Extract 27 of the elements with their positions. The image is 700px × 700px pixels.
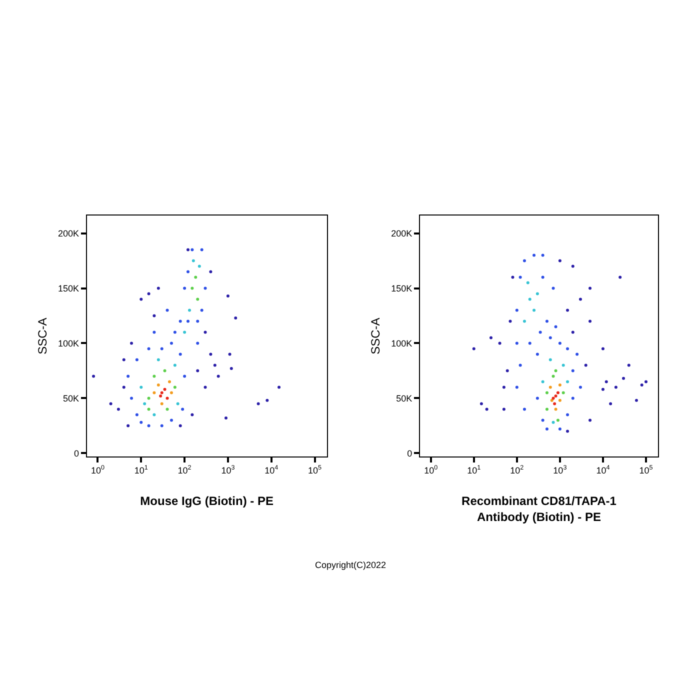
y-tick-label: 200K [58,228,79,238]
y-tick-label: 50K [62,393,79,404]
x-axis-title: Mouse IgG (Biotin) - PE [140,494,274,508]
x-tick-label: 10$^{1}$ [134,464,148,476]
y-axis-title: SSC-A [368,318,382,354]
x-tick-label: 10$^{3}$ [221,464,236,476]
x-tick-label: 10$^{0}$ [90,464,105,476]
y-tick-label: 100K [391,338,412,348]
x-tick-label: 10$^{3}$ [553,464,568,476]
y-tick-label: 50K [396,393,412,404]
y-tick-label: 0 [74,448,79,458]
y-axis-title: SSC-A [35,318,50,354]
x-tick-label: 10$^{1}$ [467,464,482,476]
x-tick-label: 10$^{0}$ [424,464,438,476]
y-tick-label: 0 [407,448,412,458]
x-tick-label: 10$^{2}$ [510,464,524,476]
y-tick-label: 150K [58,283,79,294]
x-tick-label: 10$^{4}$ [596,464,610,476]
x-tick-label: 10$^{2}$ [178,464,192,476]
y-tick-label: 200K [391,228,412,238]
x-tick-label: 10$^{5}$ [308,464,322,476]
y-tick-label: 100K [58,338,79,348]
text: Copyright(C)2022 [315,560,386,570]
x-tick-label: 10$^{5}$ [639,464,654,476]
x-tick-label: 10$^{4}$ [264,464,279,476]
x-axis-title: Recombinant CD81/TAPA-1 Antibody (Biotin) - PE [462,494,617,524]
y-tick-label: 150K [391,283,412,294]
